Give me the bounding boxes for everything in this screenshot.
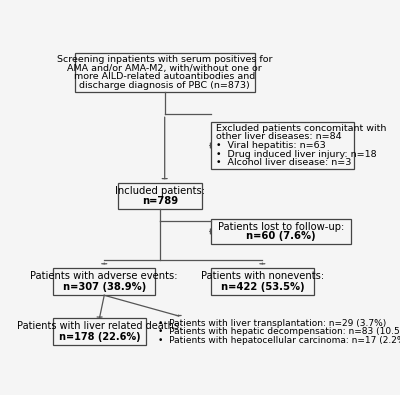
Text: Patients with adverse events:: Patients with adverse events: — [30, 271, 178, 281]
FancyBboxPatch shape — [118, 183, 202, 209]
Text: n=178 (22.6%): n=178 (22.6%) — [59, 332, 140, 342]
Text: n=789: n=789 — [142, 196, 178, 206]
Text: n=60 (7.6%): n=60 (7.6%) — [246, 231, 316, 241]
Text: •  Patients with hepatic decompensation: n=83 (10.5%): • Patients with hepatic decompensation: … — [158, 327, 400, 336]
Text: n=422 (53.5%): n=422 (53.5%) — [220, 282, 304, 292]
Text: Screening inpatients with serum positives for: Screening inpatients with serum positive… — [57, 55, 272, 64]
Text: •  Patients with liver transplantation: n=29 (3.7%): • Patients with liver transplantation: n… — [158, 319, 387, 327]
Text: Patients lost to follow-up:: Patients lost to follow-up: — [218, 222, 344, 231]
FancyBboxPatch shape — [211, 122, 354, 169]
Text: •  Alcohol liver disease: n=3: • Alcohol liver disease: n=3 — [216, 158, 351, 167]
Text: •  Viral hepatitis: n=63: • Viral hepatitis: n=63 — [216, 141, 326, 150]
Text: discharge diagnosis of PBC (n=873): discharge diagnosis of PBC (n=873) — [79, 81, 250, 90]
FancyBboxPatch shape — [53, 268, 155, 295]
Text: Patients with nonevents:: Patients with nonevents: — [201, 271, 324, 281]
Text: n=307 (38.9%): n=307 (38.9%) — [63, 282, 146, 292]
FancyBboxPatch shape — [211, 219, 351, 244]
Text: AMA and/or AMA-M2, with/without one or: AMA and/or AMA-M2, with/without one or — [67, 64, 262, 73]
Text: Included patients:: Included patients: — [115, 186, 205, 196]
Text: more AILD-related autoantibodies and: more AILD-related autoantibodies and — [74, 72, 255, 81]
Text: Excluded patients concomitant with: Excluded patients concomitant with — [216, 124, 386, 133]
Text: Patients with liver related deaths:: Patients with liver related deaths: — [17, 321, 182, 331]
FancyBboxPatch shape — [75, 53, 254, 92]
Text: •  Drug induced liver injury: n=18: • Drug induced liver injury: n=18 — [216, 150, 376, 158]
Text: other liver diseases: n=84: other liver diseases: n=84 — [216, 132, 342, 141]
FancyBboxPatch shape — [53, 318, 146, 346]
FancyBboxPatch shape — [211, 268, 314, 295]
Text: •  Patients with hepatocellular carcinoma: n=17 (2.2%): • Patients with hepatocellular carcinoma… — [158, 336, 400, 345]
